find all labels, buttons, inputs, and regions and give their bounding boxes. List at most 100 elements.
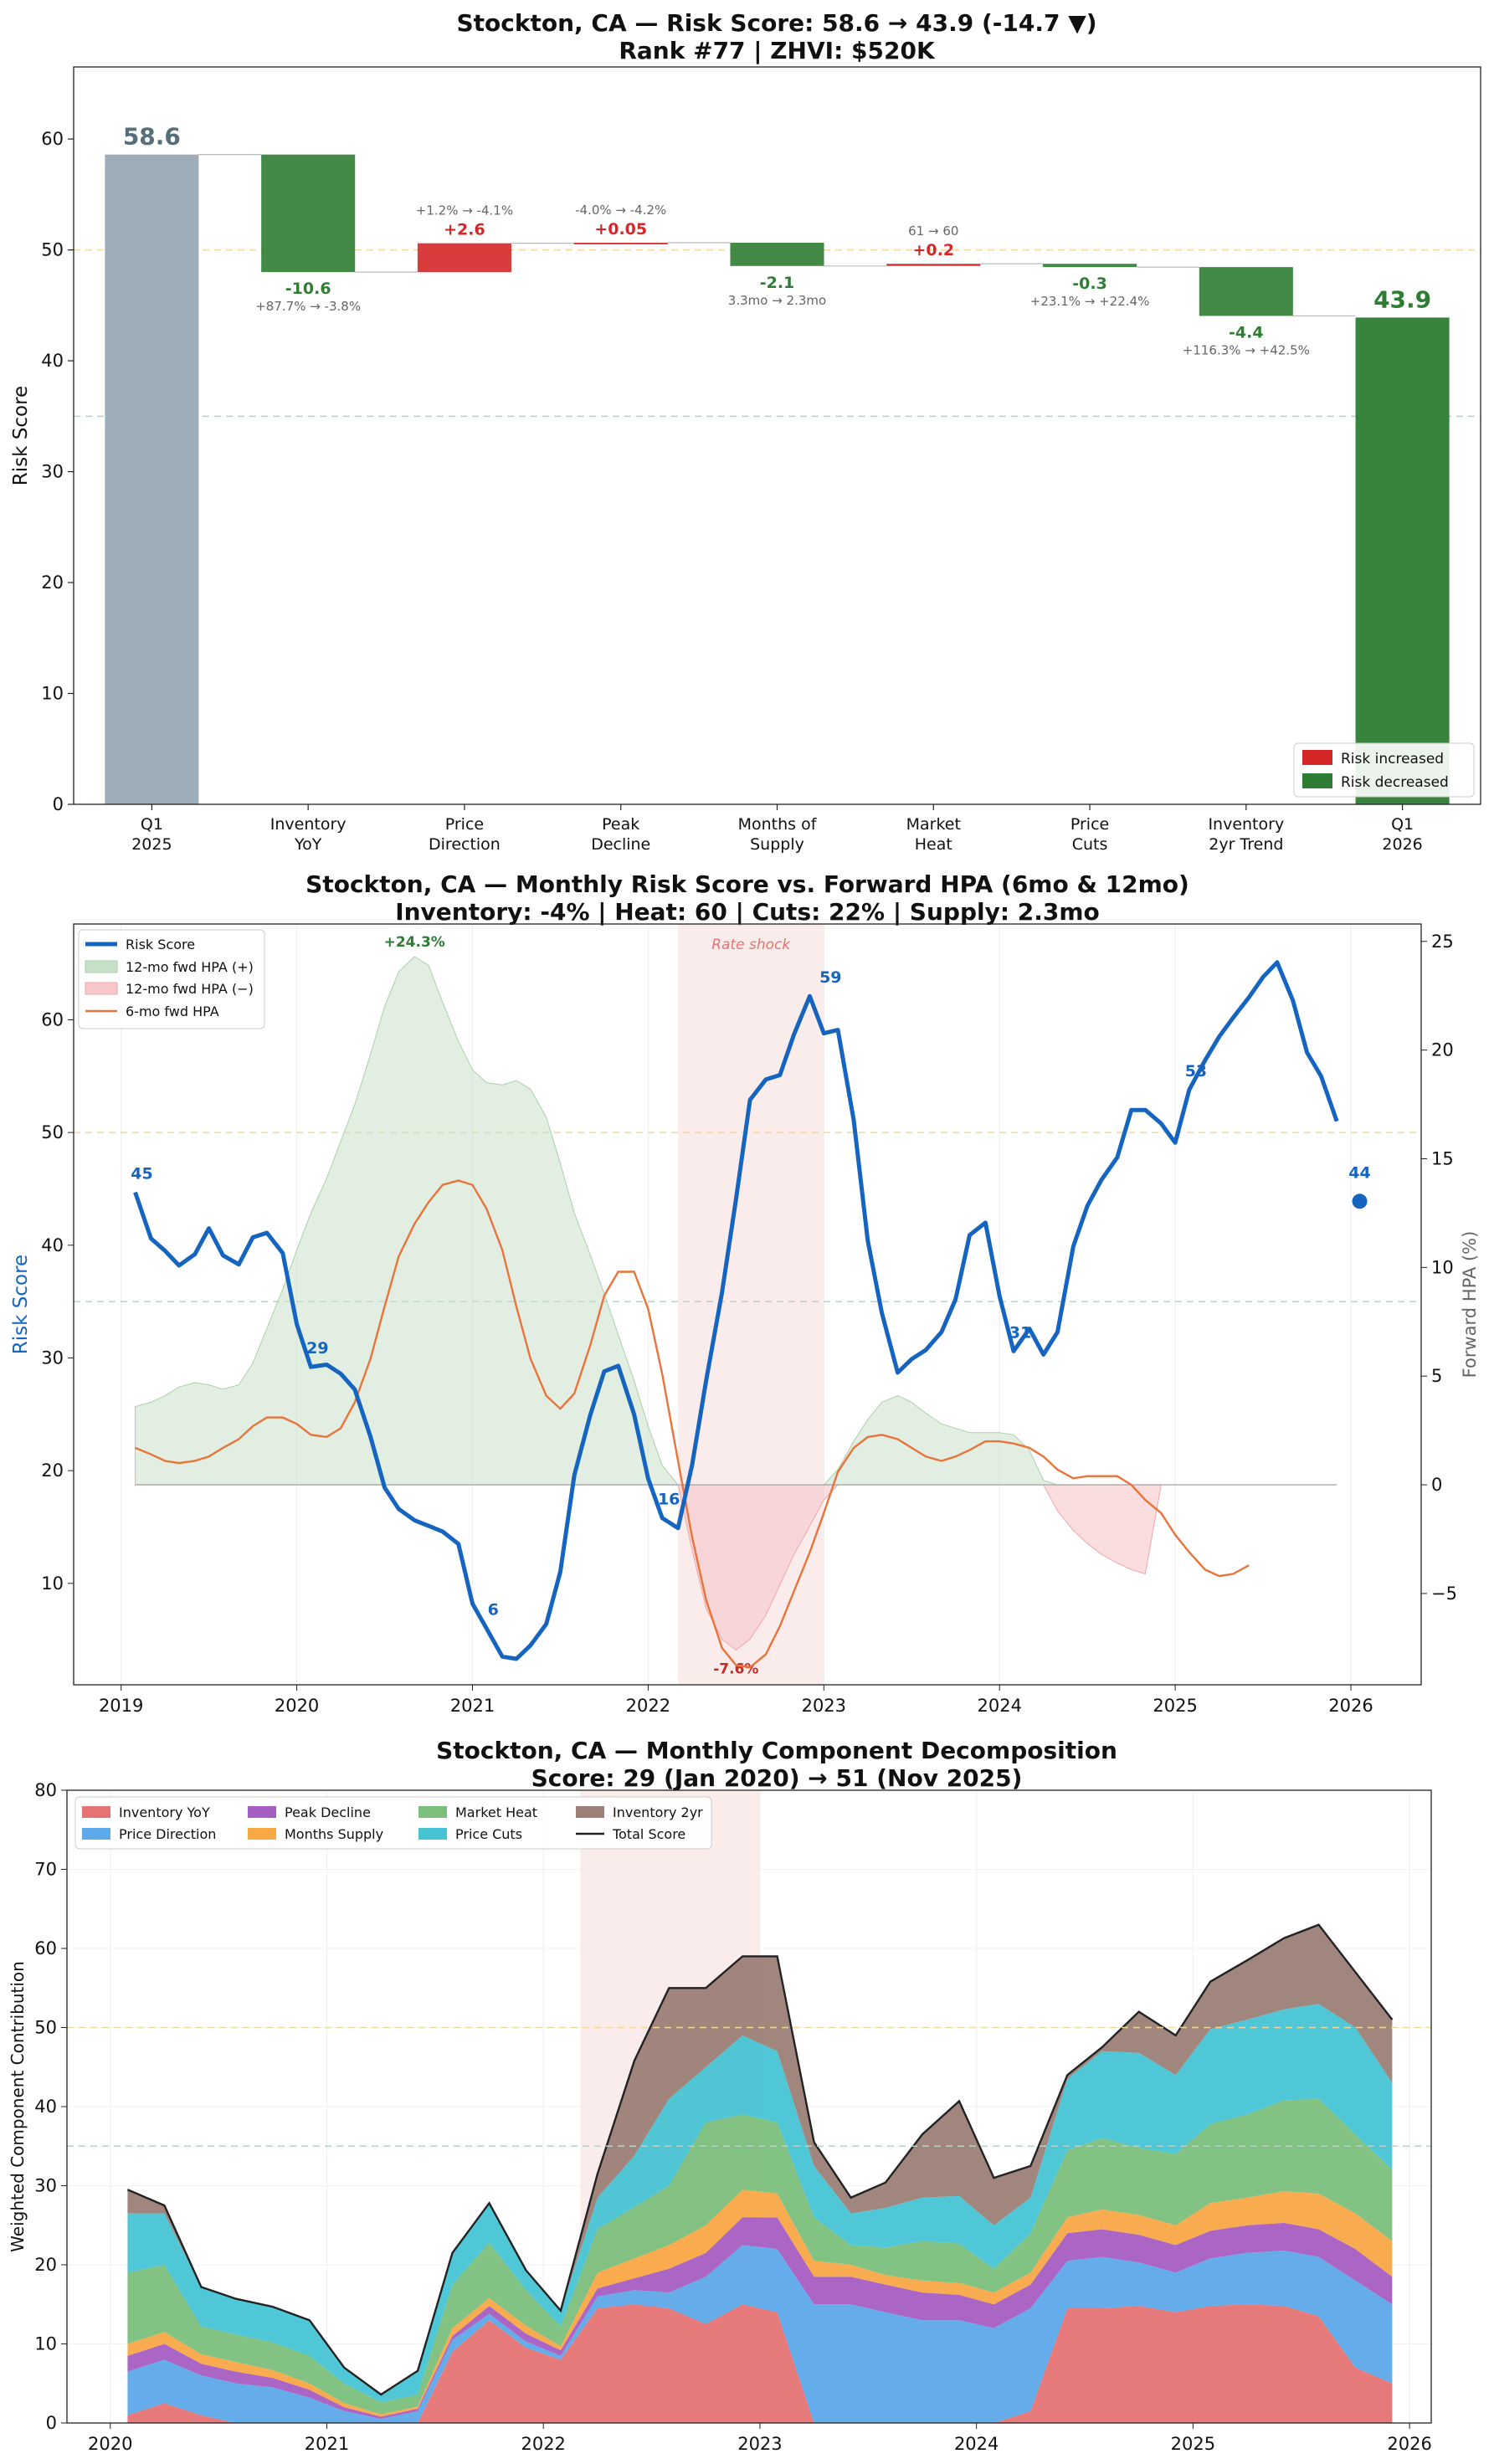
- legend-box: [78, 929, 265, 1029]
- legend-swatch: [418, 1806, 447, 1818]
- x-tick-label: Cuts: [1072, 835, 1108, 854]
- hpa12-extreme-label: +24.3%: [384, 934, 445, 951]
- legend-label: Inventory 2yr: [613, 1804, 703, 1820]
- legend-label: Risk increased: [1341, 751, 1444, 767]
- legend-swatch: [576, 1806, 604, 1818]
- legend-label: Risk decreased: [1341, 774, 1449, 791]
- legend-label: Price Cuts: [455, 1826, 522, 1842]
- y-tick-label: 0: [53, 794, 64, 814]
- bar-delta: [417, 243, 511, 273]
- x-tick-label: Direction: [429, 835, 501, 854]
- risk-point-label: 6: [488, 1601, 499, 1620]
- x-tick-label: YoY: [294, 835, 322, 854]
- y-axis-label: Risk Score: [10, 1255, 32, 1354]
- risk-score-line: [133, 960, 1339, 1661]
- x-tick-label: 2021: [450, 1696, 495, 1716]
- delta-detail: +23.1% → +22.4%: [1030, 294, 1150, 309]
- bar-delta: [1199, 267, 1293, 316]
- chart-subtitle: Inventory: -4% | Heat: 60 | Cuts: 22% | …: [395, 898, 1100, 926]
- delta-label: -4.4: [1229, 323, 1264, 341]
- bar-delta: [573, 242, 668, 244]
- current-score-dot: [1352, 1194, 1368, 1209]
- y-tick-label: 50: [34, 2018, 57, 2038]
- legend-swatch: [248, 1806, 276, 1818]
- area-inventory-yoy: [127, 2304, 1393, 2423]
- legend-box: [74, 1796, 712, 1850]
- y-axis-label: Risk Score: [10, 386, 32, 485]
- x-tick-label: Peak: [602, 815, 639, 834]
- delta-label: -0.3: [1072, 275, 1107, 293]
- y-tick-label: 40: [34, 2097, 57, 2117]
- legend: Risk Score 12-mo fwd HPA (+) 12-mo fwd HPA…: [78, 929, 265, 1029]
- x-tick-label: 2023: [802, 1696, 846, 1716]
- delta-label: -10.6: [285, 280, 331, 298]
- legend-swatch: [418, 1828, 447, 1840]
- risk-point-label: 59: [819, 968, 841, 987]
- x-tick-label: 2021: [305, 2434, 349, 2454]
- x-tick-label: 2019: [99, 1696, 143, 1716]
- y-right-tick-label: 10: [1431, 1257, 1454, 1277]
- y-right-tick-label: 0: [1431, 1475, 1442, 1495]
- x-tick-label: 2022: [626, 1696, 670, 1716]
- chart-title: Stockton, CA — Monthly Risk Score vs. Fo…: [305, 870, 1189, 898]
- y-tick-label: 10: [41, 684, 64, 704]
- x-tick-label: 2022: [521, 2434, 565, 2454]
- x-tick-label: Inventory: [270, 815, 347, 834]
- current-score-label: 44: [1348, 1163, 1370, 1182]
- x-tick-label: Supply: [750, 835, 804, 854]
- delta-detail: +1.2% → -4.1%: [416, 203, 513, 218]
- risk-point-label: 31: [1009, 1323, 1031, 1342]
- x-tick-label: 2026: [1382, 835, 1422, 854]
- x-tick-label: 2020: [275, 1696, 319, 1716]
- total-score-line: [126, 1923, 1394, 2396]
- component-chart: Stockton, CA — Monthly Component Decompo…: [8, 1737, 1432, 2454]
- delta-detail: +87.7% → -3.8%: [255, 299, 361, 314]
- legend-label: Inventory YoY: [119, 1804, 210, 1820]
- hpa12-positive-area: [135, 956, 1162, 1486]
- y-tick-label: 10: [41, 1573, 64, 1594]
- y-tick-label: 0: [46, 2413, 57, 2433]
- bar-delta: [730, 242, 824, 266]
- y-tick-label: 40: [41, 1235, 64, 1255]
- shaded-region-label: Rate shock: [711, 937, 791, 953]
- y-tick-label: 30: [41, 462, 64, 482]
- x-tick-label: Market: [906, 815, 961, 834]
- legend-swatch: [1302, 773, 1332, 788]
- legend-swatch: [1302, 750, 1332, 765]
- y-tick-label: 20: [41, 572, 64, 593]
- delta-label: -2.1: [760, 274, 795, 292]
- chart-subtitle: Score: 29 (Jan 2020) → 51 (Nov 2025): [531, 1764, 1023, 1792]
- legend-swatch: [85, 960, 118, 973]
- x-tick-label: 2020: [88, 2434, 132, 2454]
- legend: Risk increased Risk decreased: [1293, 742, 1475, 798]
- legend-label: 12-mo fwd HPA (−): [126, 981, 254, 997]
- x-tick-label: Price: [445, 815, 484, 834]
- legend-label: Months Supply: [285, 1826, 383, 1842]
- y-tick-label: 60: [34, 1938, 57, 1958]
- legend-swatch: [82, 1806, 110, 1818]
- chart-title: Stockton, CA — Risk Score: 58.6 → 43.9 (…: [456, 9, 1096, 37]
- y-tick-label: 70: [34, 1860, 57, 1880]
- x-tick-label: 2024: [977, 1696, 1021, 1716]
- x-tick-label: 2024: [954, 2434, 999, 2454]
- x-tick-label: 2025: [1153, 1696, 1197, 1716]
- risk-hpa-chart: Stockton, CA — Monthly Risk Score vs. Fo…: [10, 870, 1480, 1716]
- bar-end: [1355, 317, 1450, 804]
- x-tick-label: 2025: [1171, 2434, 1215, 2454]
- bar-delta: [886, 264, 981, 266]
- y-tick-label: 20: [34, 2255, 57, 2275]
- area-price-cuts: [127, 2004, 1393, 2403]
- delta-detail: -4.0% → -4.2%: [575, 203, 666, 218]
- y-tick-label: 50: [41, 240, 64, 260]
- y-right-tick-label: 15: [1431, 1148, 1454, 1168]
- hpa6-line: [135, 1179, 1250, 1669]
- bar-start-label: 58.6: [123, 123, 181, 151]
- bar-end-label: 43.9: [1373, 285, 1431, 313]
- x-tick-label: 2023: [737, 2434, 782, 2454]
- y-right-tick-label: −5: [1431, 1584, 1457, 1604]
- y-tick-label: 30: [41, 1348, 64, 1368]
- delta-label: +0.05: [594, 220, 647, 239]
- y-tick-label: 20: [41, 1460, 64, 1481]
- legend-box: [1293, 742, 1475, 798]
